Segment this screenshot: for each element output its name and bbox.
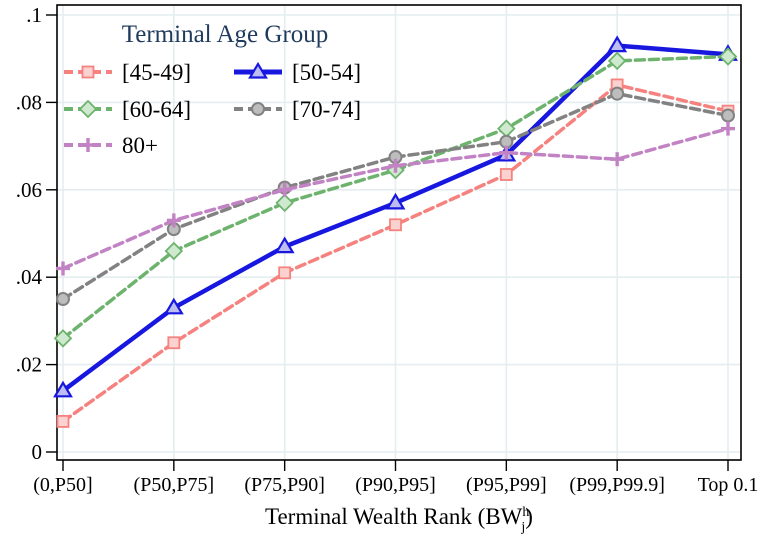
x-tick-label-2: (P75,P90] — [244, 474, 325, 496]
legend-label: [50-54] — [292, 60, 361, 85]
legend-entry-80+: 80+ — [64, 133, 158, 158]
marker-square — [278, 266, 292, 280]
legend-entry-[45-49]: [45-49] — [64, 60, 191, 85]
y-tick-label-4: .08 — [16, 90, 42, 114]
x-axis-title: Terminal Wealth Rank (BWh j) — [265, 504, 533, 535]
marker-triangle — [163, 297, 184, 315]
plot-border — [56, 4, 742, 461]
marker-triangle — [274, 236, 295, 254]
legend-entry-[70-74]: [70-74] — [234, 97, 361, 122]
y-tick-label-3: .06 — [16, 178, 42, 202]
marker-square — [56, 415, 70, 428]
series-[50-54] — [53, 35, 738, 398]
series-80+ — [56, 121, 735, 276]
legend-entry-[60-64]: [60-64] — [64, 97, 191, 122]
marker-circle — [56, 292, 70, 307]
marker-triangle — [248, 61, 268, 79]
marker-circle — [610, 86, 625, 101]
x-tick-label-3: (P90,P95] — [355, 474, 436, 496]
y-tick-label-0: 0 — [32, 440, 43, 464]
marker-square — [499, 168, 513, 181]
marker-square — [389, 218, 402, 232]
marker-circle — [251, 102, 265, 116]
series-[45-49] — [56, 78, 735, 428]
marker-diamond — [275, 193, 294, 213]
marker-triangle — [607, 35, 628, 53]
marker-square — [81, 65, 95, 79]
marker-circle — [721, 108, 735, 123]
x-tick-label-4: (P95,P99] — [466, 474, 547, 496]
marker-diamond — [607, 51, 627, 71]
marker-triangle — [385, 192, 406, 210]
marker-diamond — [718, 47, 738, 66]
marker-square — [167, 336, 181, 350]
legend-label: 80+ — [122, 133, 158, 158]
y-tick-label-1: .02 — [16, 353, 42, 377]
x-tick-label-6: Top 0.1 — [698, 474, 759, 496]
legend-label: [45-49] — [122, 60, 191, 85]
x-tick-label-5: (P99,P99.9] — [569, 474, 665, 496]
series-[70-74] — [56, 86, 735, 307]
y-tick-label-5: .1 — [26, 3, 42, 27]
legend-label: [60-64] — [122, 97, 191, 122]
x-tick-label-0: (0,P50] — [33, 474, 92, 496]
legend-entry-[50-54]: [50-54] — [234, 60, 361, 85]
marker-diamond — [78, 99, 98, 119]
marker-diamond — [164, 241, 184, 261]
y-tick-label-2: .04 — [16, 265, 43, 289]
marker-diamond — [497, 119, 516, 138]
legend-title: Terminal Age Group — [122, 21, 329, 48]
x-tick-label-1: (P50,P75] — [134, 474, 215, 496]
marker-diamond — [53, 329, 73, 348]
marker-triangle — [53, 380, 73, 398]
legend: Terminal Age Group [45-49] [50-54] [60-64] [… — [64, 21, 361, 158]
legend-label: [70-74] — [292, 97, 361, 122]
